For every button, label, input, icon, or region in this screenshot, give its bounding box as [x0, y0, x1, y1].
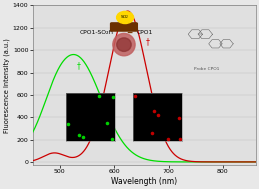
Text: =: =	[126, 28, 133, 37]
Y-axis label: Fluorescence Intensity (a.u.): Fluorescence Intensity (a.u.)	[3, 38, 10, 133]
Text: Probe CPO1: Probe CPO1	[194, 67, 219, 71]
Ellipse shape	[113, 33, 135, 56]
Text: CPO1: CPO1	[136, 30, 153, 35]
Text: †: †	[146, 38, 149, 47]
Text: SO$_2$: SO$_2$	[120, 14, 130, 21]
FancyBboxPatch shape	[111, 27, 137, 31]
FancyBboxPatch shape	[111, 23, 137, 27]
Text: CPO1-SO₂H: CPO1-SO₂H	[79, 30, 113, 35]
Ellipse shape	[117, 38, 131, 51]
Text: †: †	[76, 62, 80, 71]
Circle shape	[117, 11, 134, 23]
X-axis label: Wavelength (nm): Wavelength (nm)	[111, 177, 177, 186]
